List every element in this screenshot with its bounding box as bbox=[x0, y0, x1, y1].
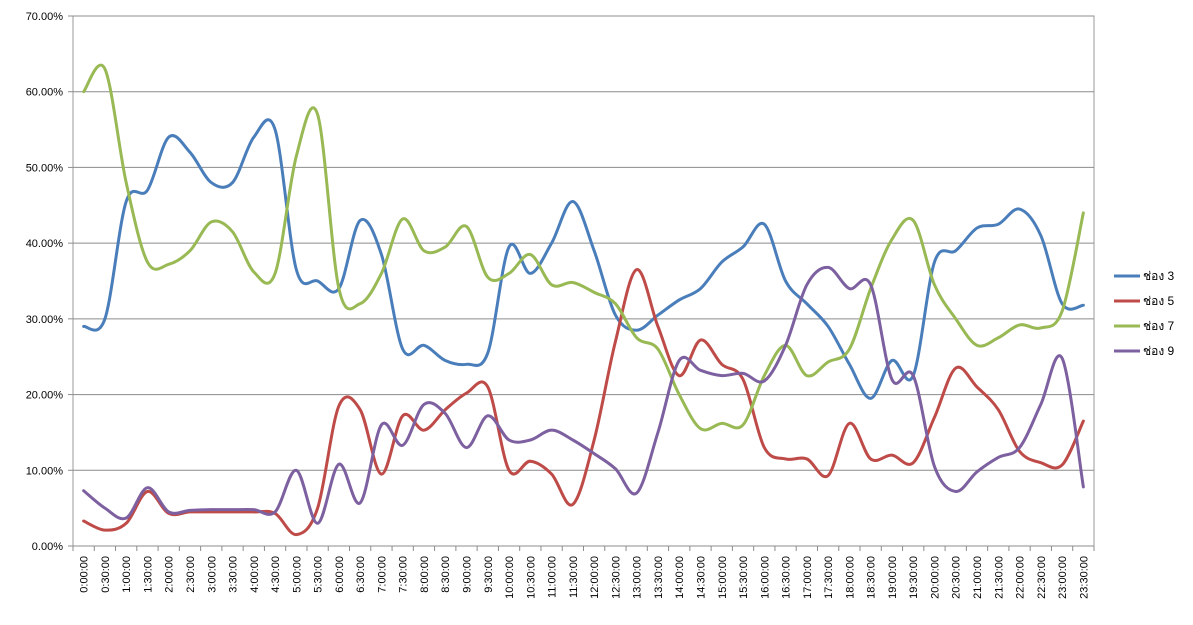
x-tick-label: 21:00:00 bbox=[972, 556, 984, 599]
x-tick-label: 18:30:00 bbox=[866, 556, 878, 599]
series-line-4 bbox=[82, 265, 1085, 525]
x-tick-label: 16:30:00 bbox=[781, 556, 793, 599]
y-tick-label: 20.00% bbox=[26, 390, 64, 402]
x-tick-label: 3:00:00 bbox=[206, 556, 218, 593]
plot-area-border bbox=[72, 15, 1095, 547]
x-tick-label: 3:30:00 bbox=[228, 556, 240, 593]
x-tick-label: 13:30:00 bbox=[653, 556, 665, 599]
x-tick-label: 15:00:00 bbox=[717, 556, 729, 599]
x-tick-label: 1:00:00 bbox=[121, 556, 133, 593]
y-tick-label: 60.00% bbox=[26, 87, 64, 99]
x-tick-label: 22:00:00 bbox=[1015, 556, 1027, 599]
x-tick-label: 19:00:00 bbox=[887, 556, 899, 599]
x-tick-label: 20:30:00 bbox=[951, 556, 963, 599]
x-tick-label: 2:30:00 bbox=[185, 556, 197, 593]
x-tick-label: 4:00:00 bbox=[249, 556, 261, 593]
x-tick-label: 23:00:00 bbox=[1057, 556, 1069, 599]
legend: ช่อง 3 ช่อง 5 ช่อง 7 ช่อง 9 bbox=[1114, 269, 1175, 358]
x-tick-label: 1:30:00 bbox=[142, 556, 154, 593]
x-tick-label: 2:00:00 bbox=[164, 556, 176, 593]
x-tick-label: 15:30:00 bbox=[738, 556, 750, 599]
y-tick-label: 50.00% bbox=[26, 162, 64, 174]
x-tick-label: 14:00:00 bbox=[674, 556, 686, 599]
x-tick-label: 12:30:00 bbox=[610, 556, 622, 599]
x-tick-label: 5:00:00 bbox=[291, 556, 303, 593]
x-tick-label: 7:00:00 bbox=[376, 556, 388, 593]
x-tick-label: 16:00:00 bbox=[759, 556, 771, 599]
series-line-2 bbox=[82, 268, 1085, 537]
y-tick-label: 0.00% bbox=[32, 541, 63, 553]
x-tick-label: 8:30:00 bbox=[440, 556, 452, 593]
axes: 0.00% 10.00% 20.00% 30.00% 40.00% 50.00% 60.00… bbox=[26, 11, 1095, 599]
series-line-1 bbox=[82, 118, 1085, 400]
x-tick-label: 4:30:00 bbox=[270, 556, 282, 593]
legend-label: ช่อง 9 bbox=[1143, 344, 1175, 358]
x-tick-label: 14:30:00 bbox=[695, 556, 707, 599]
legend-label: ช่อง 7 bbox=[1143, 319, 1175, 333]
x-tick-label: 8:00:00 bbox=[419, 556, 431, 593]
x-tick-label: 21:30:00 bbox=[993, 556, 1005, 599]
y-tick-label: 30.00% bbox=[26, 314, 64, 326]
x-tick-label: 7:30:00 bbox=[398, 556, 410, 593]
x-tick-label: 17:30:00 bbox=[823, 556, 835, 599]
x-tick-label: 11:30:00 bbox=[568, 556, 580, 598]
x-tick-label: 23:30:00 bbox=[1078, 556, 1090, 599]
x-tick-label: 11:00:00 bbox=[547, 556, 559, 598]
x-tick-label: 6:00:00 bbox=[334, 556, 346, 593]
x-tick-label: 0:30:00 bbox=[100, 556, 112, 593]
x-tick-label: 13:00:00 bbox=[632, 556, 644, 599]
x-tick-label: 9:30:00 bbox=[483, 556, 495, 593]
x-tick-label: 0:00:00 bbox=[79, 556, 91, 593]
series-line-3 bbox=[82, 63, 1085, 432]
y-tick-label: 10.00% bbox=[26, 465, 64, 477]
x-tick-label: 18:00:00 bbox=[844, 556, 856, 599]
y-tick-label: 70.00% bbox=[26, 11, 64, 23]
y-tick-label: 40.00% bbox=[26, 238, 64, 250]
x-tick-label: 6:30:00 bbox=[355, 556, 367, 593]
x-tick-label: 10:00:00 bbox=[504, 556, 516, 599]
x-tick-label: 17:00:00 bbox=[802, 556, 814, 599]
legend-label: ช่อง 5 bbox=[1143, 294, 1175, 308]
x-tick-label: 5:30:00 bbox=[313, 556, 325, 593]
x-tick-label: 22:30:00 bbox=[1036, 556, 1048, 599]
x-tick-label: 20:00:00 bbox=[929, 556, 941, 599]
x-tick-label: 19:30:00 bbox=[908, 556, 920, 599]
x-tick-label: 9:00:00 bbox=[462, 556, 474, 593]
series-lines bbox=[82, 63, 1085, 537]
legend-label: ช่อง 3 bbox=[1143, 269, 1175, 283]
gridlines bbox=[72, 15, 1095, 547]
x-tick-label: 10:30:00 bbox=[525, 556, 537, 599]
x-tick-label: 12:00:00 bbox=[589, 556, 601, 599]
